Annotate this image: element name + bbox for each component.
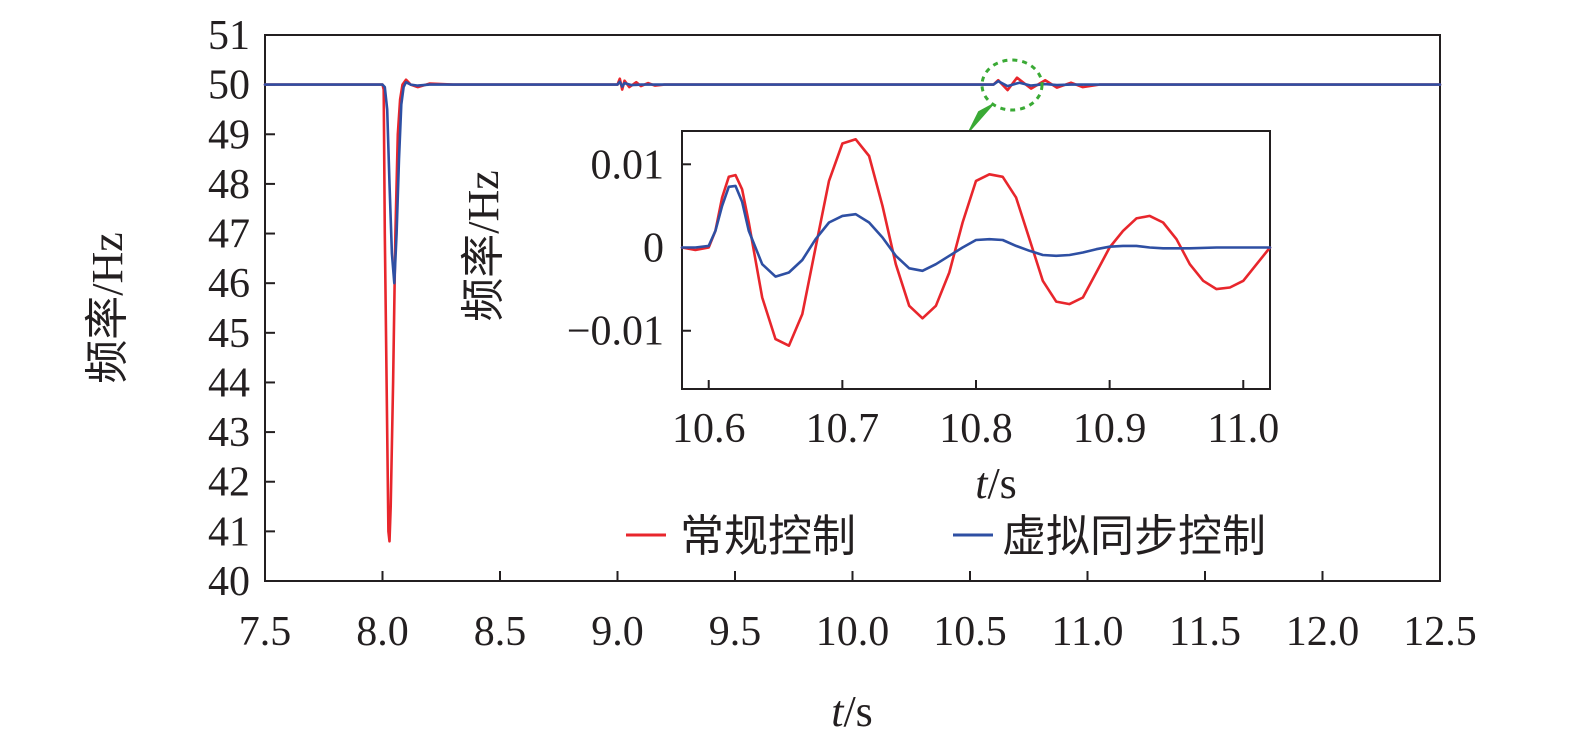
inset-x-tick-label: 10.8 — [939, 406, 1013, 452]
main-x-tick-label: 11.5 — [1169, 609, 1241, 655]
main-y-tick-label: 51 — [208, 13, 250, 59]
inset-plot: 0.01 0 −0.01 10.6 10.7 10.8 10.9 11.0 频率/Hz t/… — [459, 130, 1279, 508]
main-x-tick-label: 9.0 — [591, 609, 644, 655]
main-y-axis-label: 频率/Hz — [83, 232, 132, 384]
inset-plot-background — [682, 131, 1270, 389]
inset-y-tick-label: 0.01 — [591, 142, 665, 188]
main-y-tick-label: 50 — [208, 63, 250, 109]
inset-series — [680, 138, 1272, 348]
inset-x-tick-label: 10.7 — [806, 406, 880, 452]
main-y-tick-label: 49 — [208, 112, 250, 158]
main-y-tick-label: 40 — [208, 559, 250, 605]
main-x-tick-label: 10.0 — [816, 609, 890, 655]
main-x-tick-label: 8.5 — [474, 609, 527, 655]
inset-x-tick-label: 11.0 — [1207, 406, 1279, 452]
inset-y-axis-label: 频率/Hz — [459, 170, 508, 322]
main-y-tick-label: 47 — [208, 212, 250, 258]
main-x-tick-label: 10.5 — [933, 609, 1007, 655]
main-x-tick-label: 12.5 — [1403, 609, 1477, 655]
legend-item-vsg: 虚拟同步控制 — [953, 511, 1266, 562]
main-y-tick-label: 45 — [208, 311, 250, 357]
inset-x-axis-label: t/s — [975, 459, 1017, 508]
main-x-axis-label: t/s — [831, 687, 873, 736]
main-y-tick-label: 44 — [208, 360, 250, 406]
main-x-ticks: 7.5 8.0 8.5 9.0 9.5 10.0 10.5 11.0 11.5 12.0 12.5 — [239, 571, 1477, 655]
inset-x-tick-label: 10.6 — [672, 406, 746, 452]
inset-x-tick-label: 10.9 — [1073, 406, 1147, 452]
main-y-tick-label: 42 — [208, 460, 250, 506]
main-y-tick-label: 43 — [208, 410, 250, 456]
main-y-tick-label: 41 — [208, 509, 250, 555]
main-y-tick-label: 46 — [208, 261, 250, 307]
legend: 常规控制 虚拟同步控制 — [626, 511, 1266, 562]
inset-y-tick-label: −0.01 — [567, 309, 664, 355]
inset-x-axis-label-var: t — [975, 459, 989, 508]
main-x-tick-label: 9.5 — [709, 609, 762, 655]
legend-label-conventional: 常规控制 — [680, 511, 856, 562]
legend-item-conventional: 常规控制 — [626, 511, 856, 562]
inset-x-ticks: 10.6 10.7 10.8 10.9 11.0 — [672, 380, 1279, 452]
main-y-tick-label: 48 — [208, 162, 250, 208]
main-x-tick-label: 7.5 — [239, 609, 292, 655]
main-x-tick-label: 11.0 — [1052, 609, 1124, 655]
main-x-tick-label: 12.0 — [1286, 609, 1360, 655]
main-series — [263, 76, 1442, 543]
main-x-axis-label-var: t — [831, 687, 845, 736]
inset-y-tick-label: 0 — [643, 226, 664, 272]
main-x-axis-label-unit: /s — [843, 687, 872, 736]
main-series-line-vsg — [263, 79, 1442, 285]
inset-y-ticks: 0.01 0 −0.01 — [567, 142, 691, 355]
main-x-tick-label: 8.0 — [356, 609, 409, 655]
legend-label-vsg: 虚拟同步控制 — [1002, 511, 1266, 562]
zoom-circle — [980, 58, 1044, 112]
zoom-highlight — [969, 58, 1044, 131]
inset-series-line-vsg — [680, 184, 1272, 278]
inset-x-axis-label-unit: /s — [987, 459, 1016, 508]
zoom-arrow — [969, 104, 993, 131]
inset-series-line-conventional — [680, 138, 1272, 348]
